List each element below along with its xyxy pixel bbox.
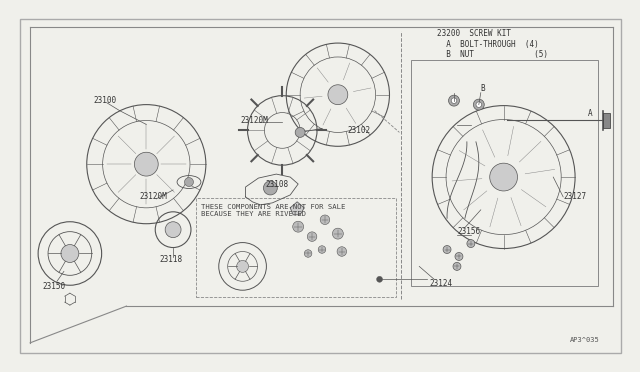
Text: A: A [588,109,593,118]
Text: 23108: 23108 [266,180,289,189]
Circle shape [134,152,158,176]
Circle shape [451,98,457,103]
Circle shape [449,95,460,106]
Text: 23120M: 23120M [140,192,167,201]
Circle shape [476,102,481,108]
Circle shape [307,232,317,241]
Circle shape [237,260,248,272]
Circle shape [184,177,193,186]
Circle shape [490,163,518,191]
Circle shape [320,215,330,225]
Circle shape [292,221,303,232]
Circle shape [455,253,463,260]
Circle shape [318,246,326,253]
Circle shape [467,240,475,247]
Text: B: B [481,84,485,93]
Circle shape [332,228,343,239]
Text: 23124: 23124 [429,279,452,288]
Circle shape [304,250,312,257]
Circle shape [264,181,277,195]
Bar [603,113,610,128]
Text: 23127: 23127 [563,192,586,201]
Circle shape [453,262,461,270]
Text: 23120M: 23120M [241,116,268,125]
Text: 23200  SCREW KIT
  A  BOLT-THROUGH  (4)
  B  NUT             (5): 23200 SCREW KIT A BOLT-THROUGH (4) B NUT… [437,29,548,59]
Polygon shape [290,202,304,215]
Circle shape [376,276,383,282]
Circle shape [443,246,451,253]
Text: AP3^035: AP3^035 [570,337,600,343]
Circle shape [328,85,348,105]
Bar [412,60,598,286]
Bar [196,198,396,297]
Text: 23100: 23100 [93,96,117,105]
Text: 23118: 23118 [159,255,182,264]
Circle shape [295,128,305,137]
Text: 23150: 23150 [42,282,65,291]
Circle shape [474,99,484,110]
Text: 23102: 23102 [348,126,371,135]
Circle shape [61,244,79,262]
Text: 23156: 23156 [457,227,480,236]
Text: THESE COMPONENTS ARE NOT FOR SALE
BECAUSE THEY ARE RIVETED: THESE COMPONENTS ARE NOT FOR SALE BECAUS… [201,204,345,217]
Circle shape [337,247,347,256]
Circle shape [165,222,181,238]
